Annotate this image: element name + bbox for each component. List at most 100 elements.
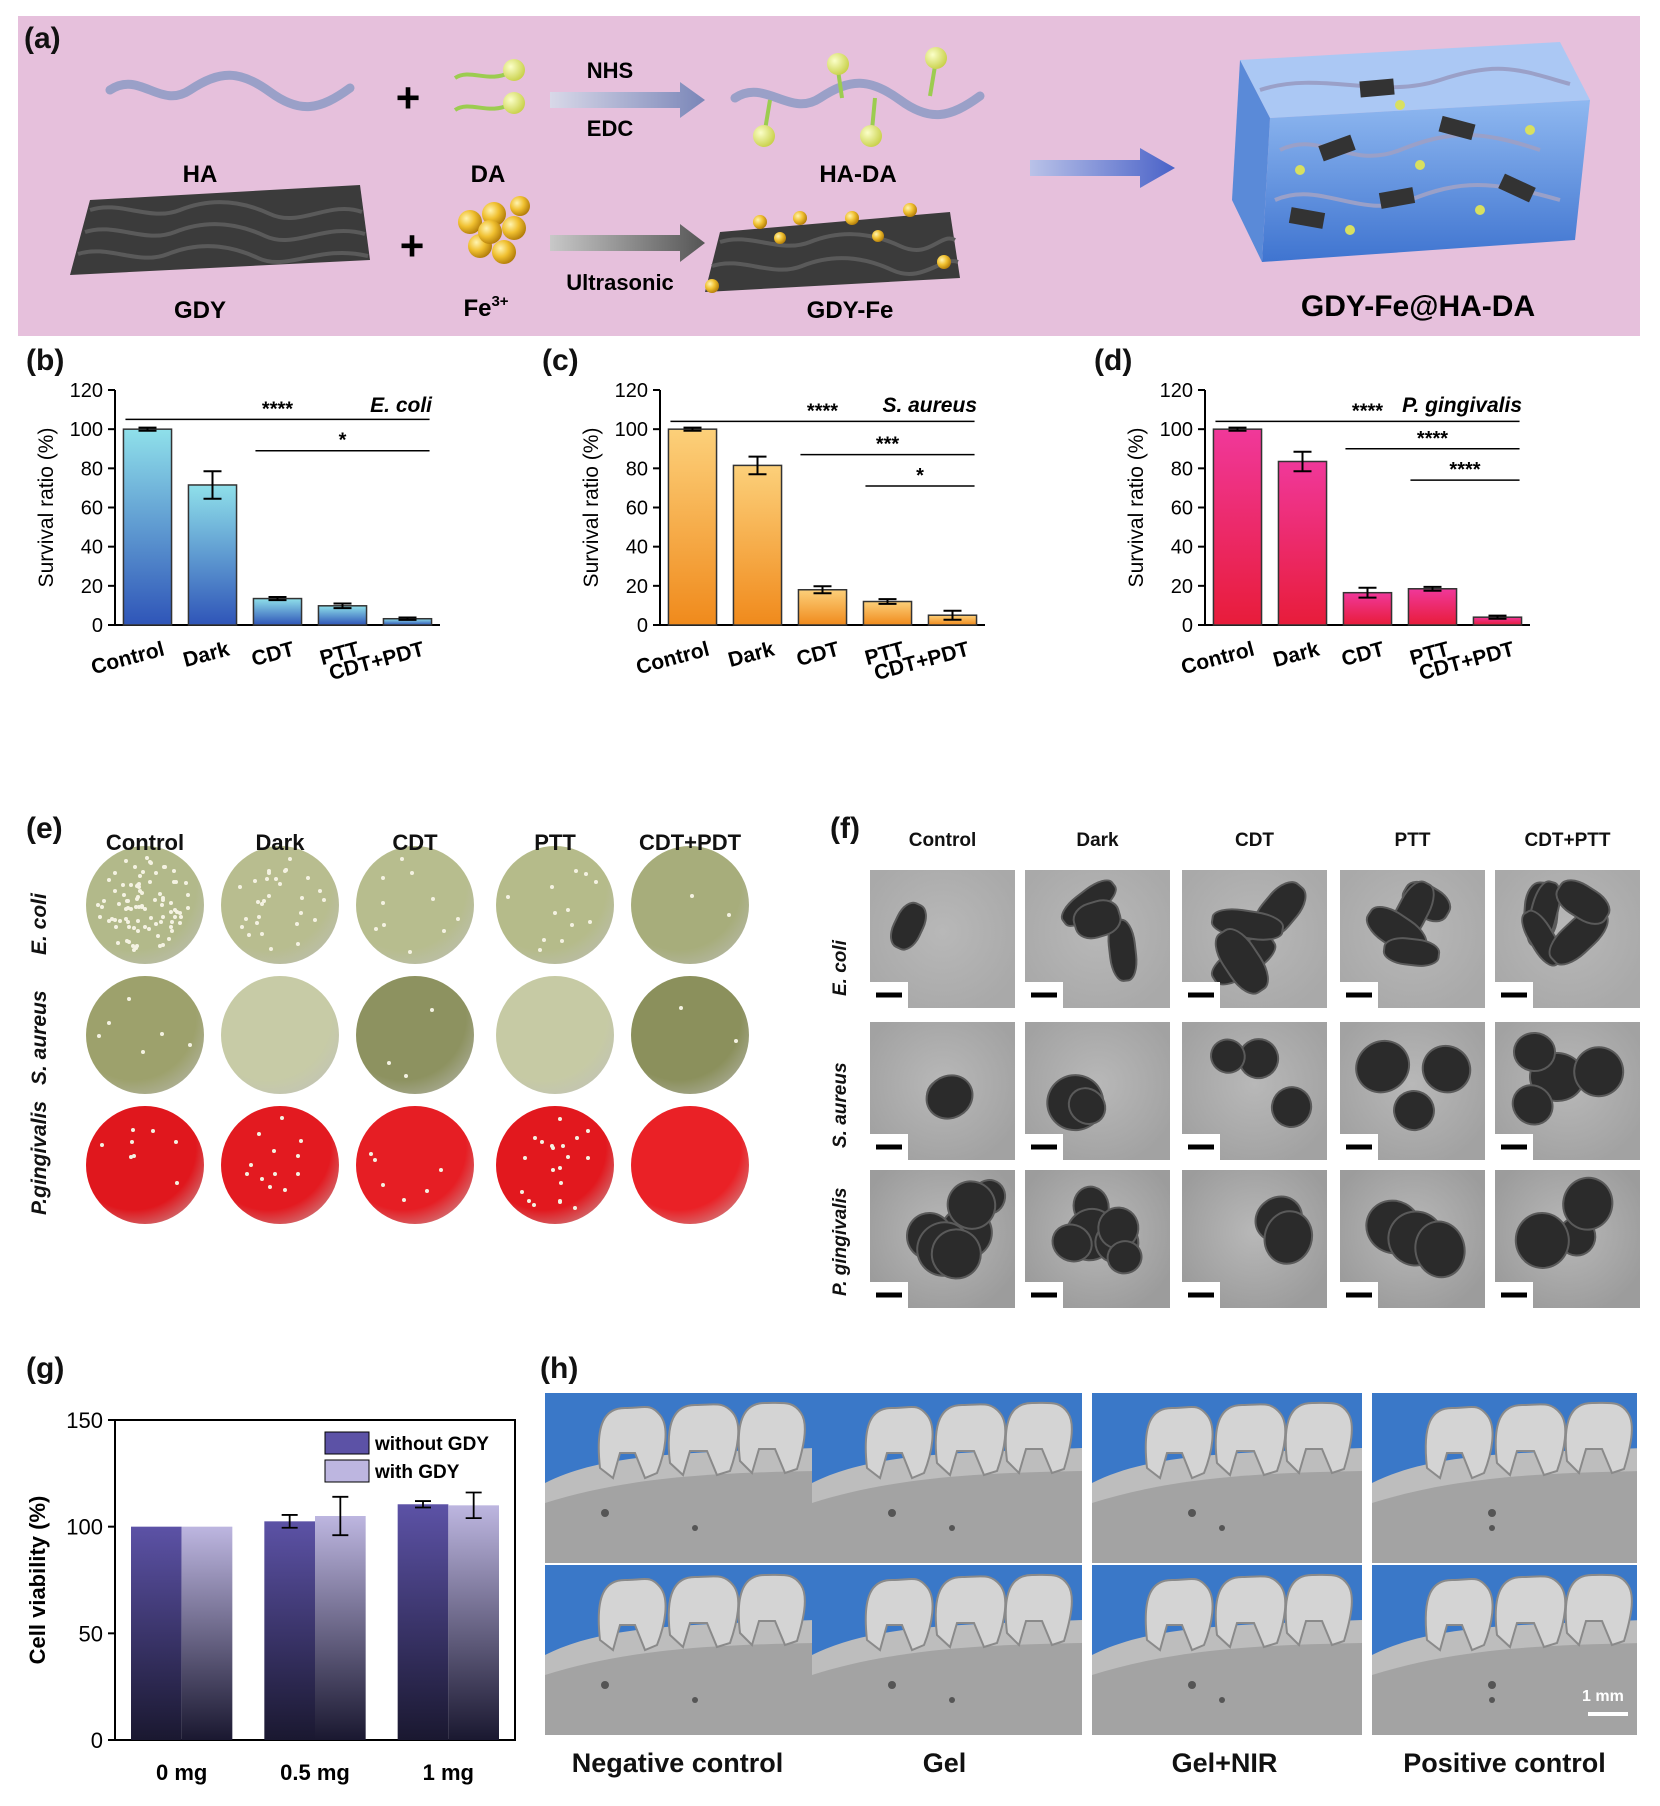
- bar-control: [667, 428, 718, 626]
- colony: [140, 1049, 145, 1054]
- culture-plate: [496, 976, 614, 1094]
- colony: [238, 885, 243, 890]
- colony: [125, 920, 130, 925]
- culture-plate: [356, 846, 474, 964]
- culture-plate: [631, 1106, 749, 1224]
- ha-da-chain: [730, 47, 985, 147]
- colony: [123, 859, 128, 864]
- colony: [121, 882, 125, 887]
- culture-plate: [221, 846, 339, 964]
- bar-dark: [1277, 460, 1328, 626]
- error-bar: [1423, 585, 1442, 592]
- colony: [169, 900, 174, 905]
- colony: [169, 910, 174, 915]
- survival-chart-saureus: 0 20 40 60 80 100 120 Survival ratio (%) Control…: [580, 380, 985, 685]
- y-tick-label: 150: [66, 1408, 103, 1433]
- colony: [306, 876, 311, 881]
- colony: [690, 893, 695, 898]
- colony: [136, 918, 141, 923]
- colony: [280, 1115, 285, 1120]
- colony: [679, 1005, 684, 1010]
- y-tick-label: 100: [70, 419, 103, 441]
- colony: [160, 915, 165, 920]
- colony: [151, 1128, 155, 1133]
- colony: [124, 917, 129, 922]
- y-tick-label: 20: [81, 576, 103, 598]
- colony: [520, 1190, 525, 1195]
- legend-label: without GDY: [374, 1434, 489, 1455]
- colony: [185, 905, 190, 910]
- x-tick-label: CDT: [249, 638, 297, 671]
- colony: [128, 1154, 133, 1159]
- fe-cluster: [458, 196, 530, 264]
- colony: [256, 900, 261, 905]
- colony: [557, 1200, 562, 1205]
- colony: [549, 1143, 554, 1148]
- colony: [177, 910, 182, 915]
- scale-bar-line: [1346, 1292, 1372, 1298]
- schematic-artwork: HA DA HA-DA + + NHS EDC Ultrasonic GDY F…: [70, 42, 1590, 324]
- significance-label: *: [916, 465, 924, 487]
- colony: [431, 897, 436, 902]
- panel-label-f: (f): [830, 812, 860, 845]
- colony: [173, 907, 177, 912]
- colony: [132, 925, 137, 930]
- colony: [168, 925, 173, 930]
- culture-plate: [221, 1106, 339, 1224]
- error-bar: [878, 598, 897, 605]
- bar-without-gdy: [131, 1526, 182, 1740]
- colony: [147, 880, 152, 885]
- significance-label: ****: [1352, 400, 1383, 422]
- y-axis-label: Survival ratio (%): [1125, 428, 1148, 588]
- colony: [267, 869, 272, 874]
- colony: [559, 1181, 564, 1186]
- scale-bar: [1025, 982, 1063, 1008]
- y-tick-label: 60: [626, 498, 648, 520]
- bar-with-gdy: [315, 1516, 366, 1740]
- colony: [125, 939, 130, 944]
- label-product: GDY-Fe@HA-DA: [1301, 290, 1535, 323]
- scale-bar-line: [1501, 1144, 1527, 1150]
- colony: [255, 920, 260, 925]
- colony: [401, 1198, 406, 1203]
- micro-ct-scale-label: 1 mm: [1582, 1688, 1624, 1705]
- scale-bar: [870, 1282, 908, 1308]
- x-tick-label: Control: [1179, 638, 1257, 680]
- colony: [296, 1172, 301, 1177]
- colony: [123, 907, 128, 912]
- bar-without-gdy: [264, 1521, 315, 1740]
- colony: [107, 878, 112, 883]
- bar-ptt: [862, 600, 913, 626]
- jaw-render: [812, 1573, 1082, 1735]
- y-tick-label: 60: [81, 498, 103, 520]
- tem-image: [1495, 1022, 1640, 1160]
- micro-ct-column-label: Positive control: [1403, 1748, 1606, 1778]
- colony: [268, 1184, 273, 1189]
- micro-ct-image: [1372, 1393, 1637, 1563]
- colony: [173, 914, 178, 919]
- tem-image: [1182, 1170, 1327, 1308]
- colony: [527, 1198, 532, 1203]
- bar-dark: [187, 484, 238, 626]
- bacterium-cell: [886, 899, 931, 953]
- colony: [272, 1148, 277, 1153]
- colony: [557, 1166, 562, 1171]
- colony: [400, 857, 405, 862]
- significance-label: ***: [876, 434, 900, 456]
- colony: [573, 1205, 578, 1210]
- x-tick-label: 0 mg: [156, 1760, 207, 1785]
- colony: [245, 1172, 250, 1177]
- colony: [542, 937, 547, 942]
- culture-plate: [86, 1106, 204, 1224]
- colony: [282, 869, 287, 874]
- colony: [569, 922, 574, 927]
- colony: [246, 932, 251, 937]
- colony: [257, 914, 262, 919]
- bacterium-cell: [1513, 1210, 1572, 1271]
- colony: [560, 1144, 565, 1149]
- scale-bar: [1340, 1134, 1378, 1160]
- colony: [100, 1142, 105, 1147]
- colony: [267, 871, 272, 876]
- plus-sign-bottom: +: [400, 222, 425, 269]
- bar-dark: [732, 464, 783, 626]
